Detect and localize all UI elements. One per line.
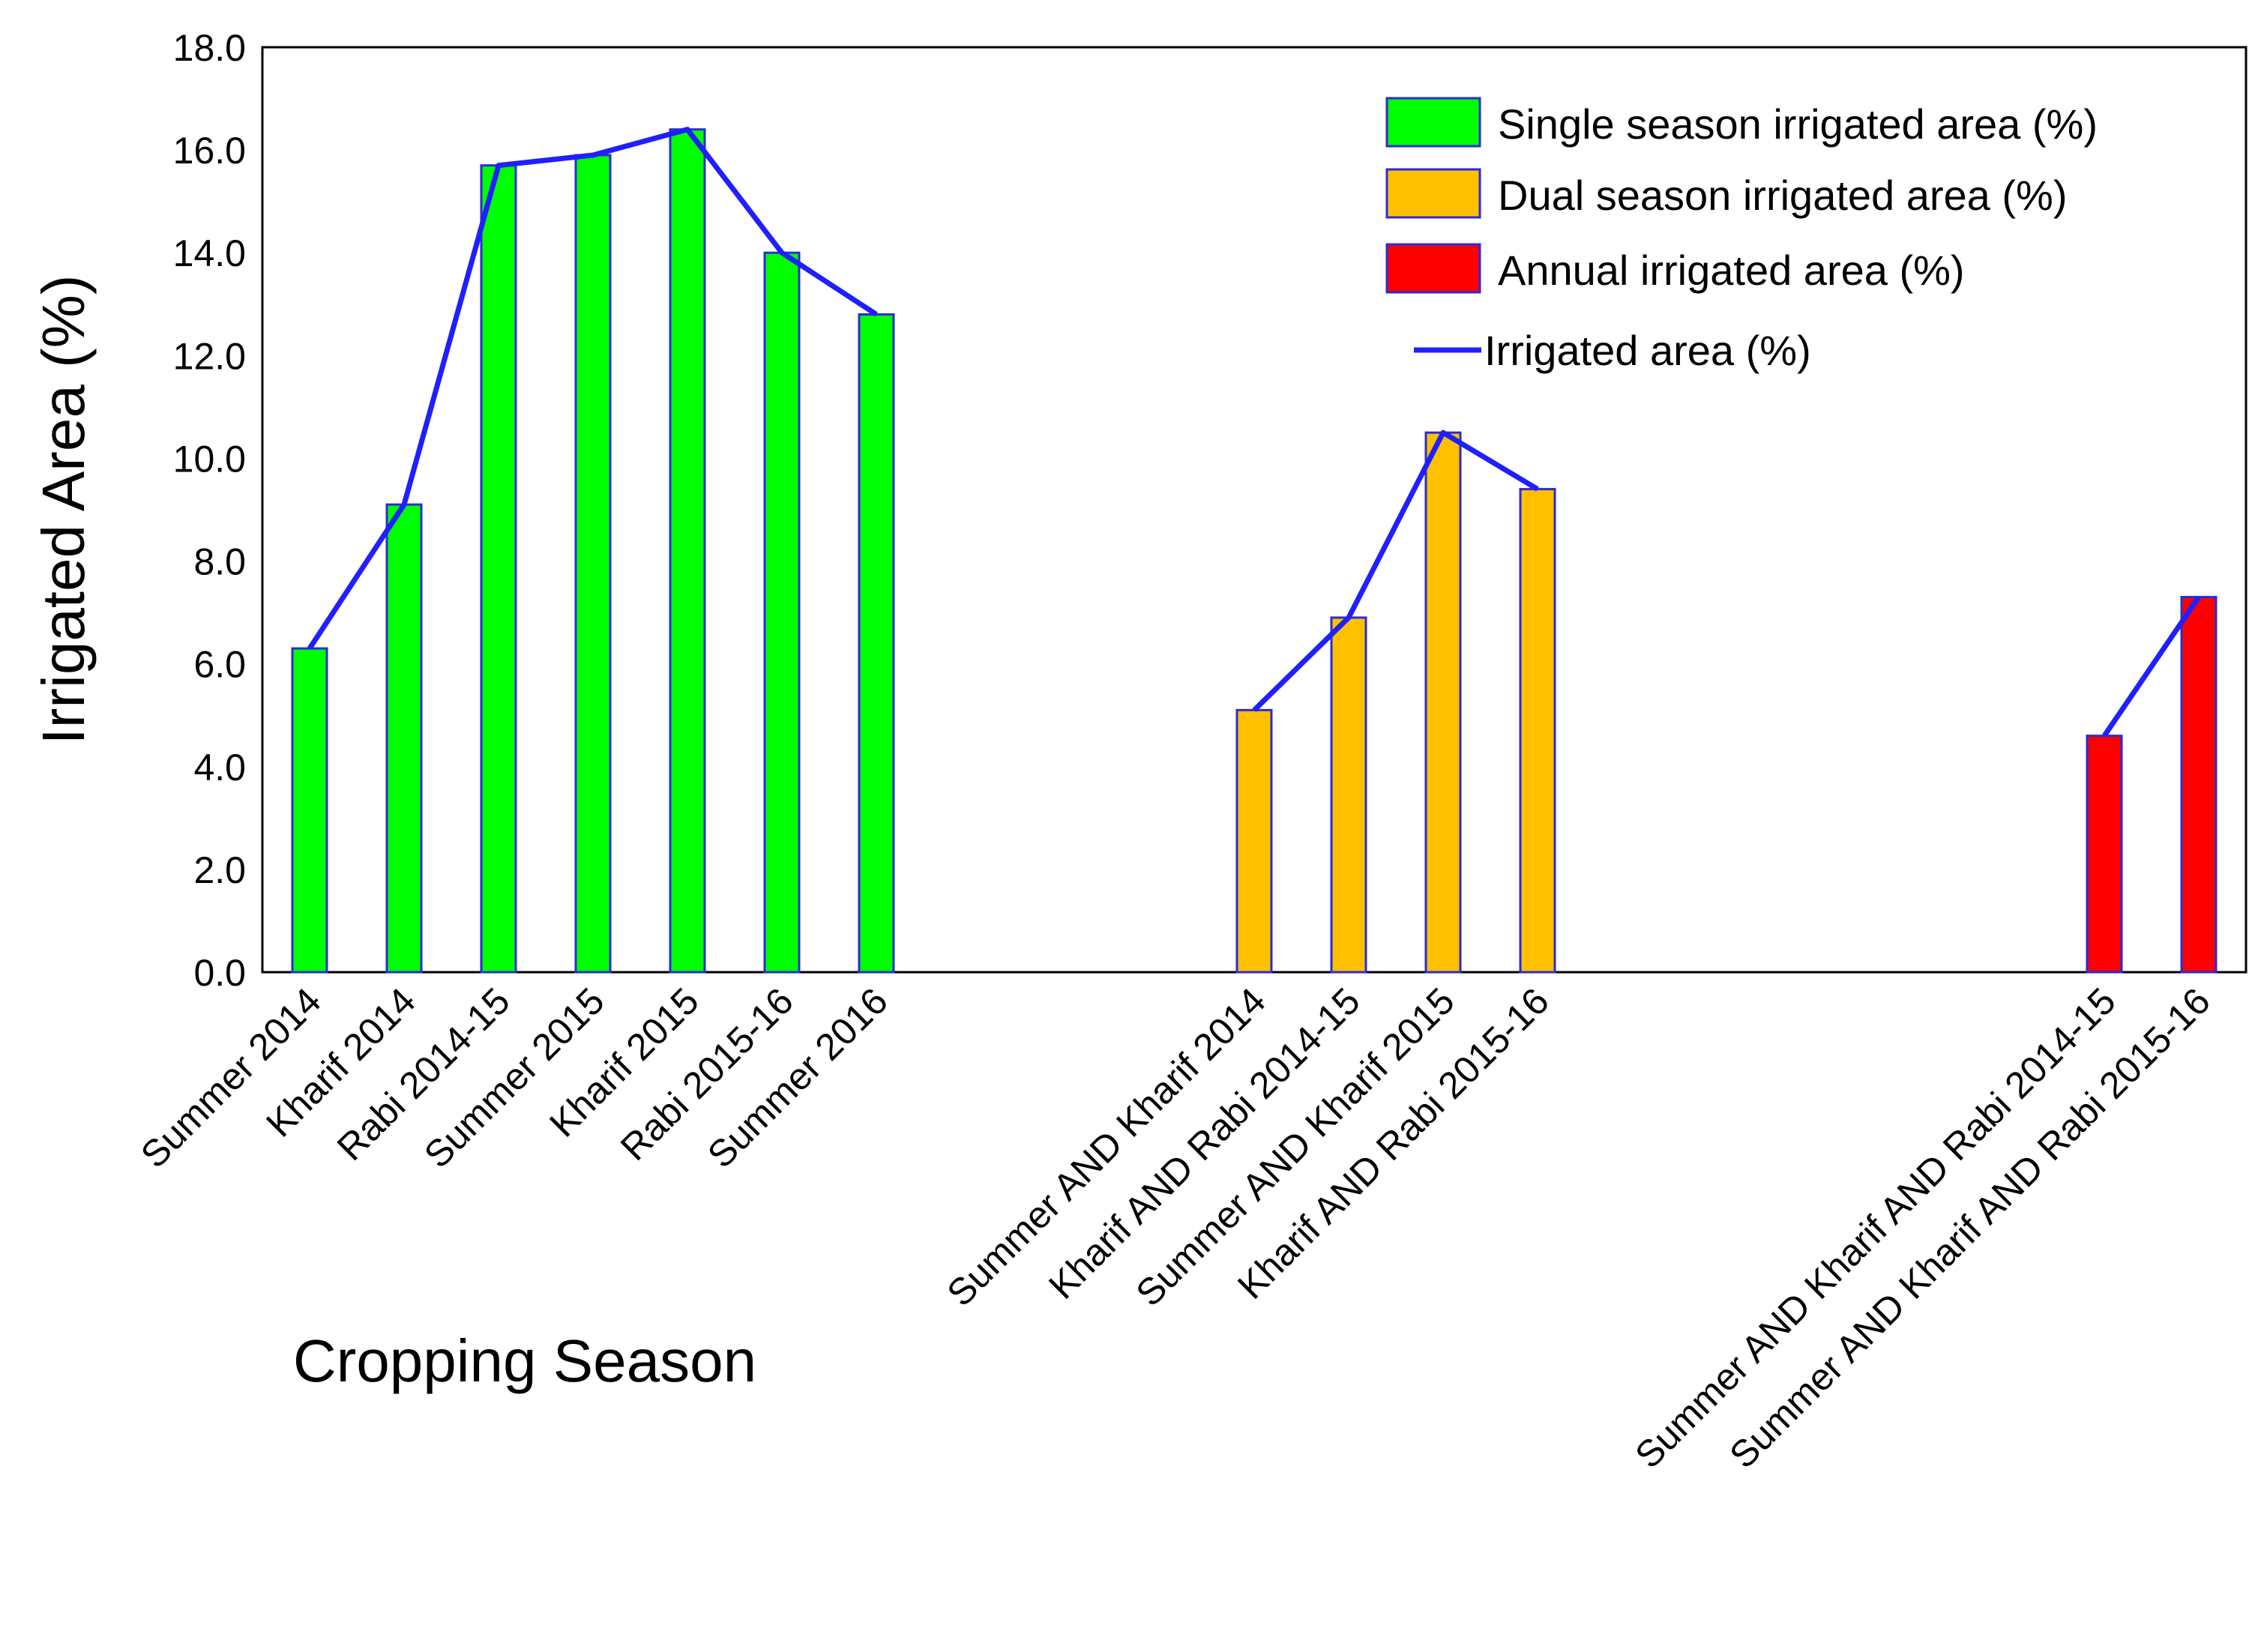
y-tick-label: 8.0 [193,541,246,583]
bar-single-season-irrigated-area-rabi-2014-15 [480,164,517,974]
y-tick-label: 4.0 [193,747,246,789]
y-tick-label: 0.0 [193,952,246,994]
legend: Single season irrigated area (%) Dual sea… [1385,97,2098,374]
legend-label-dual-season-irrigated-area: Dual season irrigated area (%) [1498,172,2067,219]
y-axis-ticks: 0.0 2.0 4.0 6.0 8.0 10.0 12.0 14.0 16.0 18.0 [173,27,246,994]
y-tick-label: 16.0 [173,130,246,172]
bar-single-season-irrigated-area-summer-2015 [574,154,612,974]
y-tick-label: 18.0 [173,27,246,69]
x-category-label: Summer AND Kharif AND Rabi 2015-16 [1721,980,2218,1477]
bar-single-season-irrigated-area-summer-2016 [858,313,895,974]
bar-single-season-irrigated-area-rabi-2015-16 [763,251,801,974]
legend-swatch-single-season-irrigated-area [1385,97,1481,148]
legend-swatch-dual-season-irrigated-area [1385,168,1481,219]
bar-annual-irrigated-area-summer-and-kharif-and-rabi-2015-16 [2180,596,2218,974]
y-axis-title: Irrigated Area (%) [30,275,97,745]
y-tick-label: 10.0 [173,438,246,480]
bar-single-season-irrigated-area-summer-2014 [291,647,328,974]
x-axis-title: Cropping Season [293,1327,756,1394]
bar-dual-season-irrigated-area-kharif-and-rabi-2014-15 [1330,616,1367,974]
irrigated-area-line-segment-2 [1252,429,1539,712]
legend-label-single-season-irrigated-area: Single season irrigated area (%) [1498,100,2098,148]
irrigated-area-line-segment-1 [307,127,878,651]
lines-layer [307,127,2201,738]
y-tick-label: 6.0 [193,644,246,686]
legend-swatch-annual-irrigated-area [1385,243,1481,294]
bar-annual-irrigated-area-summer-and-kharif-and-rabi-2014-15 [2086,735,2123,974]
bar-dual-season-irrigated-area-summer-and-kharif-2015 [1424,431,1462,974]
x-category-label: Summer AND Kharif AND Rabi 2014-15 [1627,980,2124,1477]
y-tick-label: 12.0 [173,335,246,377]
irrigated-area-line-segment-3 [2102,595,2201,738]
bar-dual-season-irrigated-area-kharif-and-rabi-2015-16 [1519,488,1556,974]
bar-dual-season-irrigated-area-summer-and-kharif-2014 [1235,708,1273,974]
y-tick-label: 2.0 [193,849,246,891]
bar-single-season-irrigated-area-kharif-2015 [669,128,706,974]
y-tick-label: 14.0 [173,232,246,274]
legend-label-irrigated-area: Irrigated area (%) [1484,327,1811,374]
bars-layer [291,128,2218,974]
legend-label-annual-irrigated-area: Annual irrigated area (%) [1498,247,1965,294]
bar-single-season-irrigated-area-kharif-2014 [385,503,423,974]
